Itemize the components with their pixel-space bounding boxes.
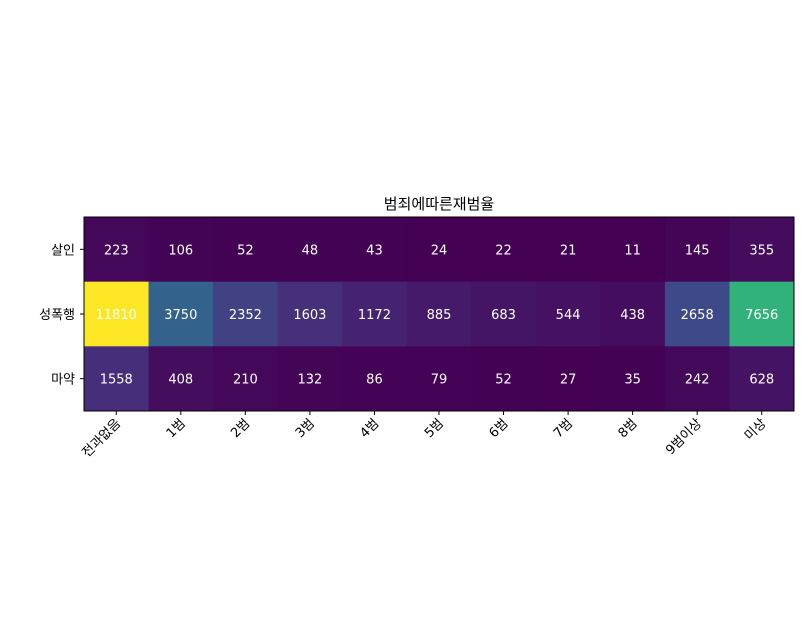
heatmap-cell <box>277 281 343 347</box>
x-axis: 전과없음 1범 2범 3범 4범 5범 6범 7범 8범 9범이상 미상 <box>80 411 770 461</box>
heatmap-cell <box>148 346 214 412</box>
heatmap-cell <box>213 281 279 347</box>
cell-value-label: 27 <box>560 373 577 388</box>
cell-value-label: 52 <box>237 243 254 258</box>
heatmap-cell <box>213 346 279 412</box>
cell-value-label: 48 <box>302 243 319 258</box>
chart-title: 범죄에따른재범율 <box>384 195 494 213</box>
cell-value-label: 408 <box>168 373 193 388</box>
cell-value-label: 544 <box>556 308 581 323</box>
cell-value-label: 1172 <box>358 308 391 323</box>
cell-value-label: 885 <box>427 308 452 323</box>
x-tick-label: 6범 <box>486 416 511 441</box>
cell-value-label: 628 <box>749 373 774 388</box>
x-tick-label: 4범 <box>357 416 382 441</box>
heatmap-cell <box>84 217 150 283</box>
cell-value-label: 43 <box>366 243 383 258</box>
heatmap-cell <box>471 346 537 412</box>
y-tick-label: 성폭행 <box>39 307 75 323</box>
x-tick-label: 미상 <box>742 416 770 444</box>
heatmap-cell <box>213 217 279 283</box>
cell-value-label: 242 <box>685 373 710 388</box>
heatmap-cell <box>535 217 601 283</box>
heatmap-cell <box>535 346 601 412</box>
x-tick-label: 8범 <box>616 416 641 441</box>
x-tick-label: 9범이상 <box>663 416 705 458</box>
cell-value-label: 24 <box>431 243 448 258</box>
heatmap-cell <box>277 217 343 283</box>
y-tick-label: 살인 <box>51 243 75 258</box>
heatmap-cell <box>342 217 408 283</box>
heatmap-cell <box>148 281 214 347</box>
cell-value-label: 3750 <box>164 308 197 323</box>
cell-value-label: 52 <box>495 373 512 388</box>
cell-value-label: 35 <box>624 373 641 388</box>
cell-value-label: 2352 <box>229 308 262 323</box>
x-tick-label: 5범 <box>422 416 447 441</box>
cell-value-label: 22 <box>495 243 512 258</box>
heatmap-cell <box>84 281 150 347</box>
heatmap-cell <box>729 346 795 412</box>
cell-labels-layer: 223 106 52 48 43 24 22 21 11 145 355 11810 3750 2352 1… <box>96 243 779 387</box>
heatmap-cell <box>664 281 730 347</box>
y-tick-label: 마약 <box>51 373 75 388</box>
cell-value-label: 11 <box>624 243 641 258</box>
heatmap-cell <box>406 217 472 283</box>
heatmap-cell <box>471 217 537 283</box>
heatmap-cell <box>277 346 343 412</box>
cell-value-label: 106 <box>168 243 193 258</box>
heatmap-cell <box>729 281 795 347</box>
cell-value-label: 210 <box>233 373 258 388</box>
heatmap-cell <box>342 346 408 412</box>
x-tick-label: 7범 <box>551 416 576 441</box>
x-tick-label: 전과없음 <box>80 416 124 460</box>
heatmap-cell <box>471 281 537 347</box>
cell-value-label: 145 <box>685 243 710 258</box>
cell-value-label: 683 <box>491 308 516 323</box>
heatmap-cell <box>535 281 601 347</box>
cell-value-label: 86 <box>366 373 383 388</box>
cell-value-label: 438 <box>620 308 645 323</box>
x-tick-label: 3범 <box>293 416 318 441</box>
cell-value-label: 1603 <box>293 308 326 323</box>
x-tick-label: 1범 <box>164 416 189 441</box>
heatmap-cell <box>148 217 214 283</box>
cell-value-label: 132 <box>297 373 322 388</box>
heatmap-cell <box>342 281 408 347</box>
cell-value-label: 1558 <box>100 373 133 388</box>
cell-value-label: 79 <box>431 373 448 388</box>
cell-value-label: 355 <box>749 243 774 258</box>
x-tick-label: 2범 <box>228 416 253 441</box>
heatmap-cell <box>406 281 472 347</box>
heatmap-cell <box>664 346 730 412</box>
heatmap-cell <box>406 346 472 412</box>
cell-value-label: 2658 <box>681 308 714 323</box>
heatmap-cell <box>84 346 150 412</box>
cell-value-label: 223 <box>104 243 129 258</box>
heatmap-cell <box>729 217 795 283</box>
cell-value-label: 21 <box>560 243 577 258</box>
heatmap-cell <box>600 346 666 412</box>
heatmap-cell <box>600 217 666 283</box>
cells-layer <box>84 217 795 412</box>
heatmap-cell <box>664 217 730 283</box>
cell-value-label: 7656 <box>745 308 778 323</box>
cell-value-label: 11810 <box>96 308 137 323</box>
heatmap-cell <box>600 281 666 347</box>
